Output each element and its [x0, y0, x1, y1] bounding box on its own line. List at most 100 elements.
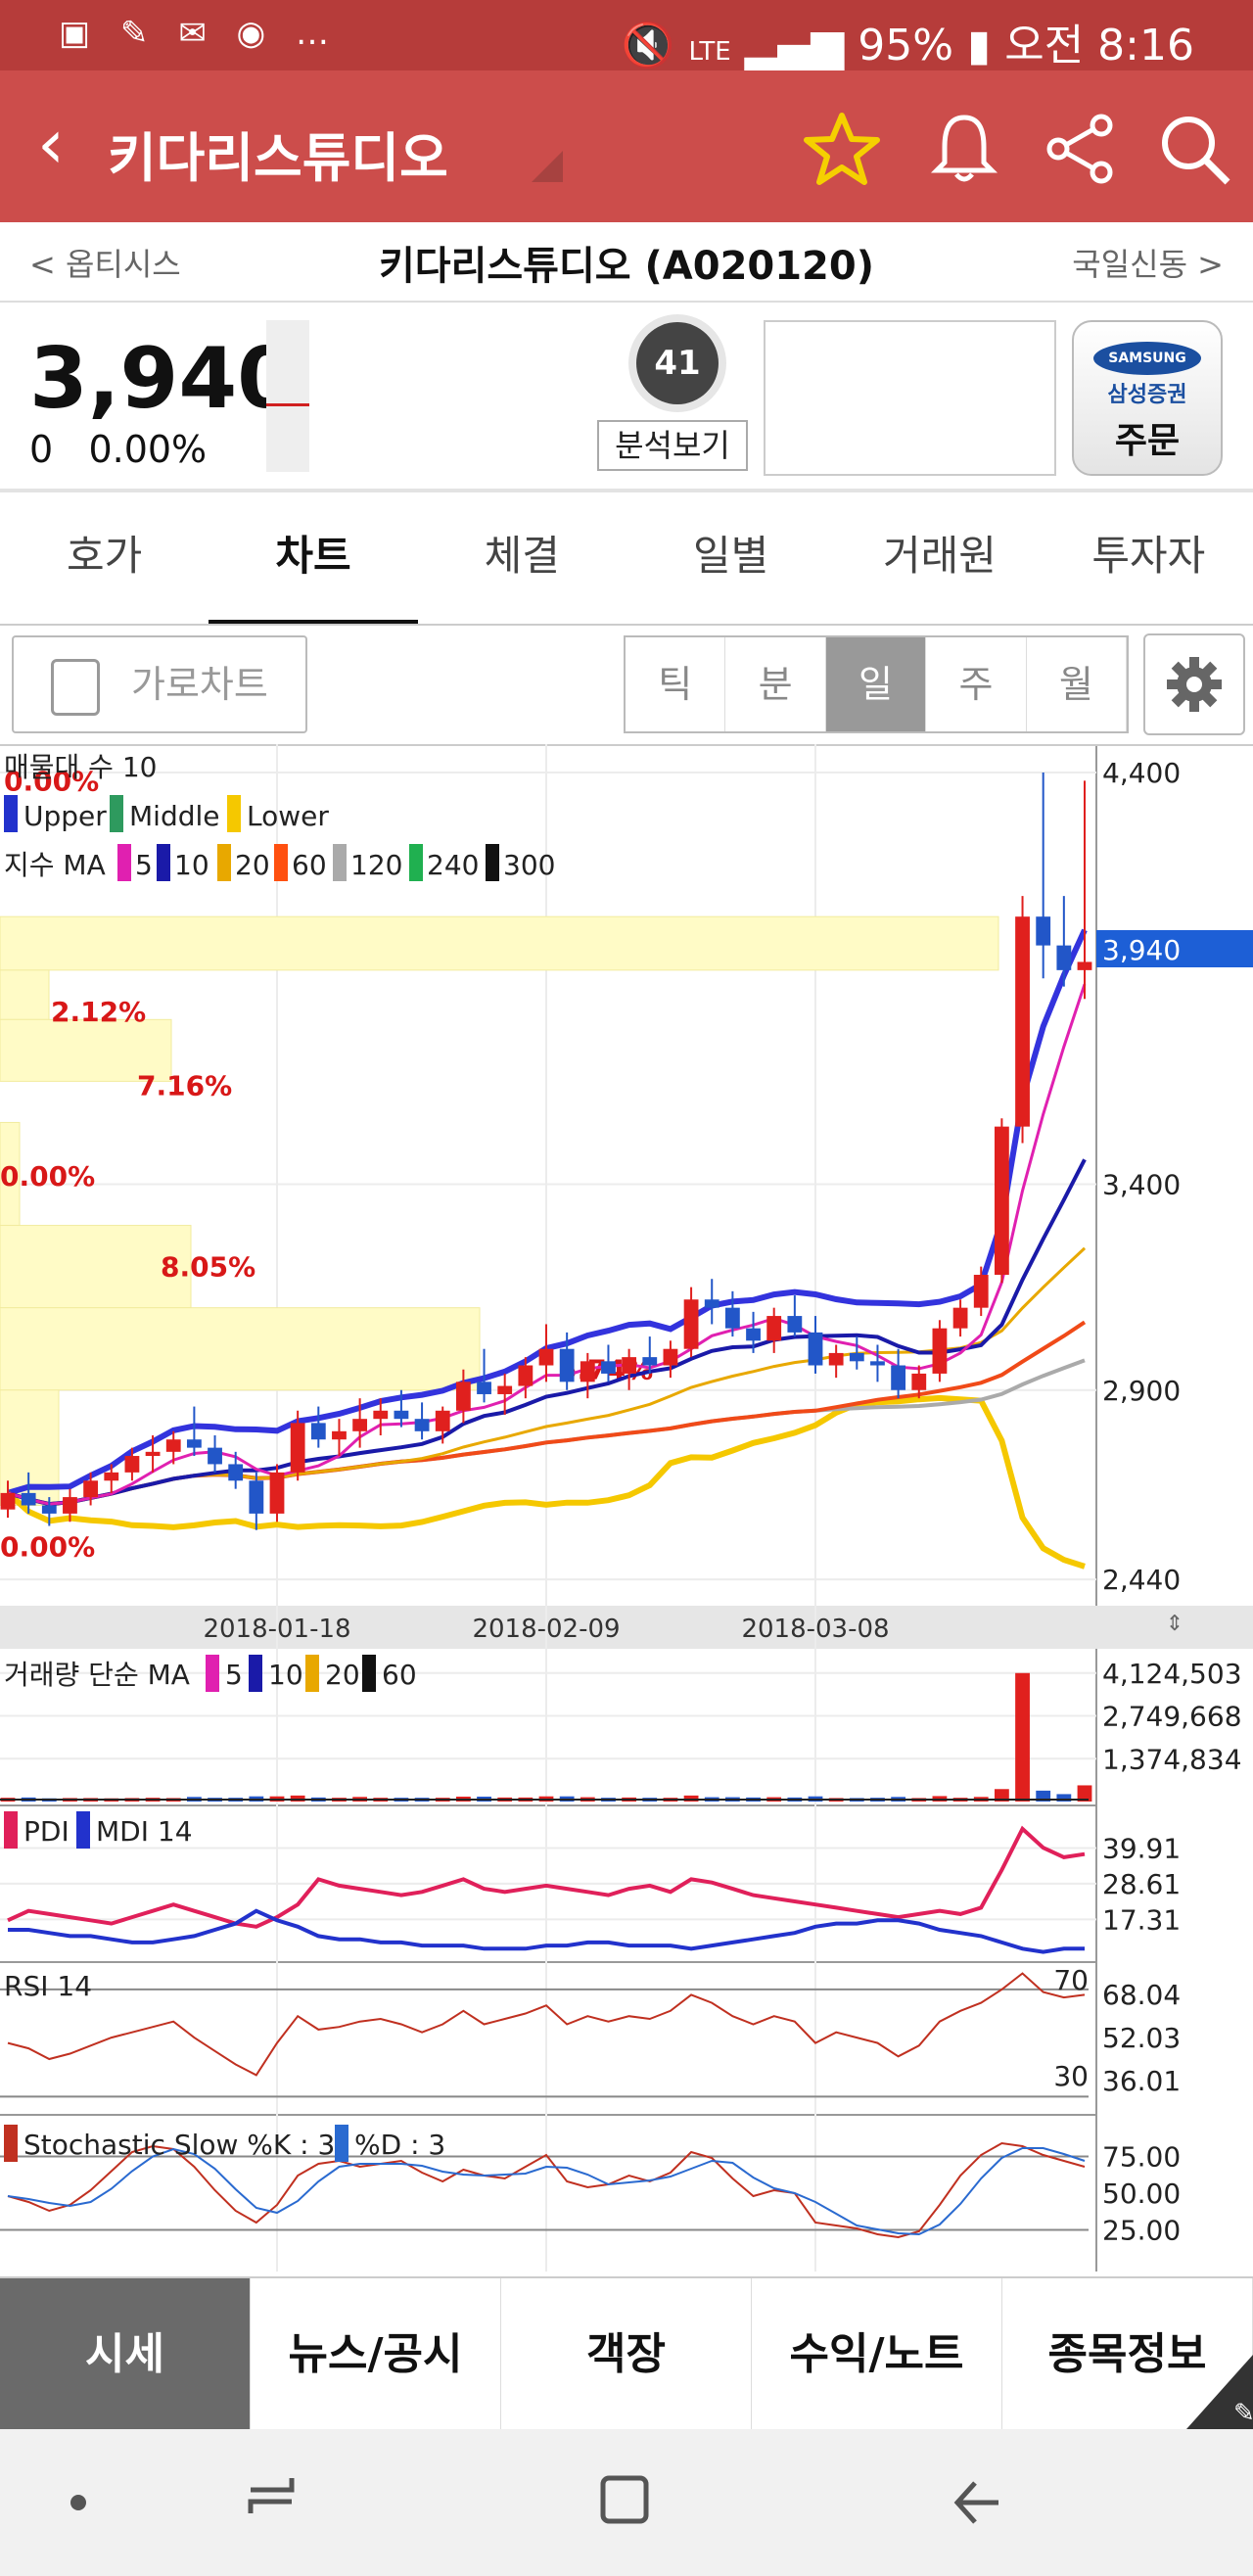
share-icon[interactable] — [1041, 110, 1119, 188]
prev-stock-link[interactable]: < 옵티시스 — [29, 246, 181, 283]
y-tick-label: 17.31 — [1102, 1903, 1181, 1936]
nav-profit-note[interactable]: 수익/노트 — [752, 2278, 1002, 2431]
y-tick-label: 68.04 — [1102, 1979, 1181, 2011]
pdi-legend: PDI — [23, 1815, 70, 1848]
period-minute[interactable]: 분 — [725, 637, 826, 731]
candle-body — [373, 1410, 389, 1420]
dropdown-triangle-icon[interactable] — [532, 151, 563, 182]
lock-corner-icon[interactable]: ✎ — [1186, 2355, 1253, 2429]
volume-bar — [1015, 1672, 1030, 1802]
candle-body — [1015, 916, 1030, 1127]
y-tick-label: 36.01 — [1102, 2065, 1181, 2097]
profile-percent-label: 0.00% — [4, 765, 99, 797]
chart-settings-button[interactable] — [1143, 633, 1245, 735]
stoch-k-legend: Stochastic Slow %K : 3 — [23, 2129, 335, 2161]
price-change: 0 0.00% — [29, 428, 207, 471]
candle-body — [249, 1480, 264, 1514]
stock-chart[interactable]: ⇕ 0.00%2.12%7.16%0.00%8.05%5.74%0.00% 4,… — [0, 744, 1253, 2272]
y-tick-label: 3,400 — [1102, 1169, 1181, 1201]
period-tick[interactable]: 틱 — [626, 637, 726, 731]
bb-upper-legend: Upper — [23, 800, 107, 832]
ma-300-legend: 300 — [503, 849, 555, 881]
recent-apps-icon[interactable] — [245, 2468, 303, 2537]
candle-body — [952, 1307, 968, 1329]
y-tick-label: 25.00 — [1102, 2215, 1181, 2247]
change-amount: 0 — [29, 428, 54, 471]
tab-trades[interactable]: 체결 — [484, 532, 560, 580]
home-icon[interactable] — [597, 2468, 656, 2537]
vol-ma-20-legend: 20 — [325, 1659, 360, 1691]
clock: 오전 8:16 — [1004, 21, 1194, 70]
current-price-tag: 3,940 — [1102, 934, 1181, 966]
candle-body — [580, 1361, 595, 1382]
candle-body — [559, 1348, 575, 1382]
candle-body — [1036, 916, 1051, 946]
volume-title: 거래량 단순 MA — [4, 1659, 190, 1691]
volume-bar — [1077, 1785, 1092, 1802]
ma-240-legend: 240 — [427, 849, 479, 881]
tab-hoga[interactable]: 호가 — [67, 532, 143, 580]
y-tick-label: 50.00 — [1102, 2178, 1181, 2210]
candle-body — [601, 1361, 616, 1374]
profile-percent-label: 0.00% — [0, 1531, 95, 1564]
battery-icon: ▮ — [967, 21, 992, 70]
candle-body — [1077, 961, 1092, 970]
candle-body — [332, 1430, 347, 1440]
y-tick-label: 39.91 — [1102, 1833, 1181, 1865]
bb-middle-legend: Middle — [129, 800, 220, 832]
analysis-score: 41 — [636, 322, 719, 404]
ma-10-line — [7, 1158, 1087, 1507]
y-tick-label: 28.61 — [1102, 1868, 1181, 1900]
x-tick-label: 2018-02-09 — [472, 1615, 620, 1644]
tab-chart[interactable]: 차트 — [209, 492, 418, 624]
candle-body — [870, 1361, 885, 1366]
next-stock-link[interactable]: 국일신동 > — [1072, 246, 1224, 283]
tab-brokers[interactable]: 거래원 — [883, 532, 997, 580]
period-day[interactable]: 일 — [825, 637, 927, 731]
analysis-button[interactable]: 분석보기 — [597, 420, 748, 471]
resize-handle-icon[interactable]: ⇕ — [1166, 1612, 1183, 1636]
candle-body — [124, 1456, 140, 1473]
nav-lounge[interactable]: 객장 — [501, 2278, 752, 2431]
landscape-chart-button[interactable]: 가로차트 — [12, 635, 307, 733]
order-label: 주문 — [1114, 421, 1181, 461]
y-tick-label: 2,900 — [1102, 1375, 1181, 1407]
system-nav-bar — [0, 2429, 1253, 2576]
profile-percent-label: 7.16% — [137, 1070, 232, 1102]
period-selector: 틱 분 일 주 월 — [624, 635, 1129, 733]
broker-name: 삼성증권 — [1107, 383, 1187, 407]
nav-news[interactable]: 뉴스/공시 — [251, 2278, 501, 2431]
chart-svg[interactable]: ⇕ 0.00%2.12%7.16%0.00%8.05%5.74%0.00% 4,… — [0, 744, 1253, 2272]
back-nav-icon[interactable] — [950, 2468, 1008, 2537]
ma-120-legend: 120 — [350, 849, 402, 881]
back-icon[interactable]: ‹ — [37, 104, 65, 184]
y-tick-label: 4,124,503 — [1102, 1658, 1242, 1690]
bell-icon[interactable] — [925, 110, 1003, 188]
home-dot-icon[interactable] — [59, 2478, 98, 2527]
price-summary: 3,940 0 0.00% 41 분석보기 SAMSUNG 삼성증권 주문 — [0, 303, 1253, 492]
volume-bar — [290, 1795, 305, 1802]
rotate-phone-icon — [51, 659, 100, 716]
nav-quote[interactable]: 시세 — [0, 2278, 251, 2431]
info-box — [764, 320, 1056, 476]
pdi-line — [7, 1825, 1086, 1929]
candle-body — [724, 1307, 740, 1329]
candle-body — [849, 1352, 864, 1362]
star-icon[interactable] — [803, 110, 881, 188]
search-icon[interactable] — [1155, 110, 1233, 188]
x-tick-label: 2018-01-18 — [203, 1615, 350, 1644]
rsi-level-30: 30 — [1053, 2060, 1089, 2092]
period-month[interactable]: 월 — [1027, 637, 1128, 731]
ma-5-legend: 5 — [135, 849, 153, 881]
stock-name: 키다리스튜디오 (A020120) — [378, 244, 875, 289]
order-button[interactable]: SAMSUNG 삼성증권 주문 — [1072, 320, 1223, 476]
tab-investors[interactable]: 투자자 — [1091, 532, 1206, 580]
rsi-level-70: 70 — [1053, 1964, 1089, 1996]
tab-daily[interactable]: 일별 — [693, 532, 769, 580]
app-title[interactable]: 키다리스튜디오 — [108, 127, 448, 189]
rsi-title: RSI 14 — [4, 1970, 92, 2002]
candle-body — [208, 1447, 222, 1465]
mdi-line — [8, 1908, 1085, 1954]
candle-body — [352, 1419, 368, 1431]
period-week[interactable]: 주 — [926, 637, 1027, 731]
